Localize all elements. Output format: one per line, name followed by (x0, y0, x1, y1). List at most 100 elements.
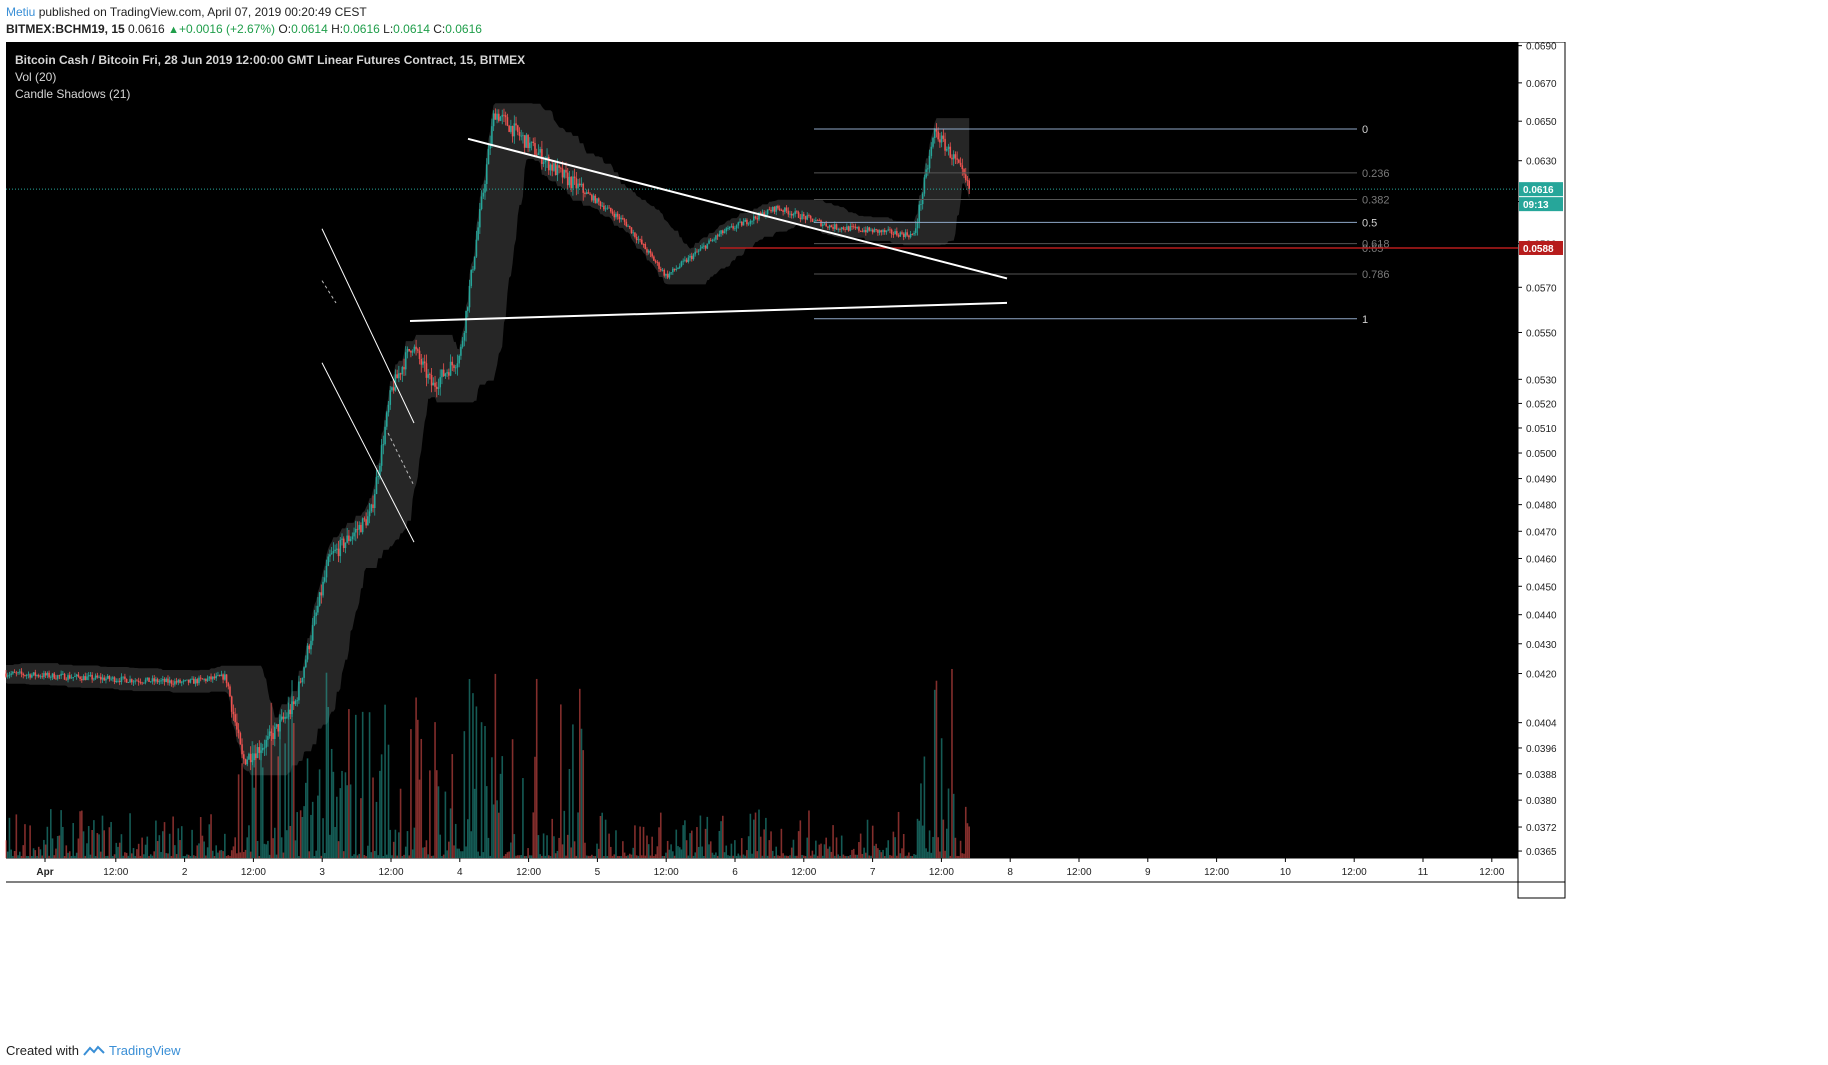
ascending-trendline[interactable] (409, 301, 1008, 323)
candle-body (840, 227, 843, 230)
price-chart[interactable]: 0.06900.06700.06500.06300.06100.05900.05… (0, 42, 1828, 1038)
candle-body (105, 678, 107, 681)
candle-body (558, 165, 560, 168)
x-tick-label: 7 (870, 867, 876, 878)
candle-body (511, 126, 514, 137)
volume-bar (768, 840, 771, 858)
volume-bar (952, 793, 955, 858)
plot-background[interactable] (6, 42, 1518, 858)
candle-body (165, 678, 168, 682)
candle-body (248, 753, 250, 760)
candle-body (218, 675, 221, 677)
candle-body (613, 213, 616, 218)
candle-body (535, 154, 538, 156)
candle-body (813, 221, 815, 223)
volume-bar (842, 854, 845, 858)
candle-body (224, 674, 226, 680)
volume-bar (706, 816, 709, 858)
candle-body (959, 162, 962, 166)
volume-bar (499, 773, 502, 858)
candle-body (318, 592, 321, 606)
volume-bar (852, 848, 855, 858)
volume-bar (620, 855, 622, 858)
volume-bar (31, 856, 33, 858)
volume-bar (661, 855, 664, 858)
chart-legend: Bitcoin Cash / Bitcoin Fri, 28 Jun 2019 … (15, 52, 525, 103)
volume-bar (694, 852, 697, 858)
channel-lower-line[interactable] (321, 362, 415, 543)
volume-bar (897, 811, 900, 858)
volume-bar (470, 831, 473, 858)
author-name[interactable]: Metiu (6, 5, 36, 19)
volume-bar (77, 838, 80, 858)
volume-bar (732, 855, 734, 858)
channel-upper-line[interactable] (321, 228, 415, 424)
candle-body (730, 226, 733, 228)
candle-body (780, 210, 783, 211)
candle-body (451, 361, 454, 366)
candle-body (799, 217, 802, 220)
volume-bar (804, 855, 807, 858)
candle-body (641, 239, 643, 245)
volume-bar (473, 788, 476, 858)
candle-body (849, 226, 852, 231)
volume-bar (303, 806, 305, 858)
candle-body (587, 192, 590, 194)
candle-body (916, 222, 919, 229)
volume-bar (899, 853, 902, 858)
candle-body (230, 696, 233, 712)
volume-bar (846, 855, 848, 858)
descending-trendline[interactable] (467, 137, 1008, 280)
volume-bar (336, 796, 338, 858)
volume-bar (718, 830, 721, 858)
tradingview-brand[interactable]: TradingView (108, 1043, 181, 1058)
candle-body (239, 733, 242, 745)
volume-bar (504, 854, 507, 858)
candle-body (275, 724, 278, 727)
volume-bar (784, 855, 786, 858)
candle-body (685, 259, 688, 262)
candle-body (747, 223, 750, 225)
volume-bar (591, 854, 593, 858)
time-axis[interactable] (6, 858, 1518, 882)
candle-body (263, 747, 266, 749)
volume-bar (670, 844, 672, 858)
candle-body (203, 679, 205, 680)
candle-body (663, 269, 666, 276)
candle-body (460, 346, 462, 356)
candle-body (687, 257, 690, 262)
volume-bar (275, 854, 278, 858)
candle-body (389, 390, 392, 405)
candle-body (847, 226, 850, 231)
candle-body (610, 207, 612, 212)
candle-body (348, 535, 350, 541)
x-tick-label: 12:00 (378, 867, 403, 878)
volume-bar (125, 852, 128, 858)
volume-bar (420, 738, 423, 858)
volume-bar (634, 825, 636, 858)
volume-bar (320, 855, 323, 858)
candle-shadows-indicator-label[interactable]: Candle Shadows (21) (15, 87, 131, 101)
candle-body (494, 113, 497, 120)
candle-body (673, 268, 676, 270)
candle-body (96, 675, 99, 678)
candle-body (920, 204, 922, 205)
volume-bar (339, 788, 342, 858)
candle-body (337, 548, 340, 557)
volume-bar (356, 855, 359, 858)
candle-body (177, 679, 180, 683)
volume-bar (513, 834, 516, 858)
volume-bar (561, 844, 564, 858)
volume-bar (556, 850, 559, 858)
volume-indicator-label[interactable]: Vol (20) (15, 70, 57, 84)
candle-body (487, 148, 490, 165)
candle-body (859, 230, 862, 232)
candle-body (696, 251, 698, 253)
candle-body (711, 239, 714, 241)
candle-body (172, 683, 174, 685)
candle-body (508, 125, 510, 132)
volume-bar (211, 850, 214, 858)
volume-bar (563, 810, 566, 858)
volume-bar (701, 846, 703, 858)
volume-bar (503, 855, 505, 858)
